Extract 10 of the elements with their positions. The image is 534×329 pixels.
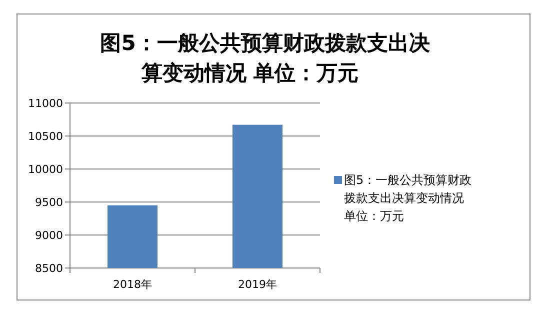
y-tick-label: 10500 (28, 130, 63, 143)
legend-label: 图5：一般公共预算财政拨款支出决算变动情况单位：万元 (344, 173, 472, 223)
y-tick-label: 11000 (28, 97, 63, 110)
chart-title: 图5：一般公共预算财政拨款支出决算变动情况 单位：万元 (100, 31, 430, 85)
y-tick-label: 9500 (35, 196, 63, 209)
y-tick-label: 9000 (35, 229, 63, 242)
y-tick-label: 8500 (35, 262, 63, 275)
x-tick-label: 2019年 (238, 278, 277, 291)
x-tick-label: 2018年 (113, 278, 152, 291)
y-tick-label: 10000 (28, 163, 63, 176)
